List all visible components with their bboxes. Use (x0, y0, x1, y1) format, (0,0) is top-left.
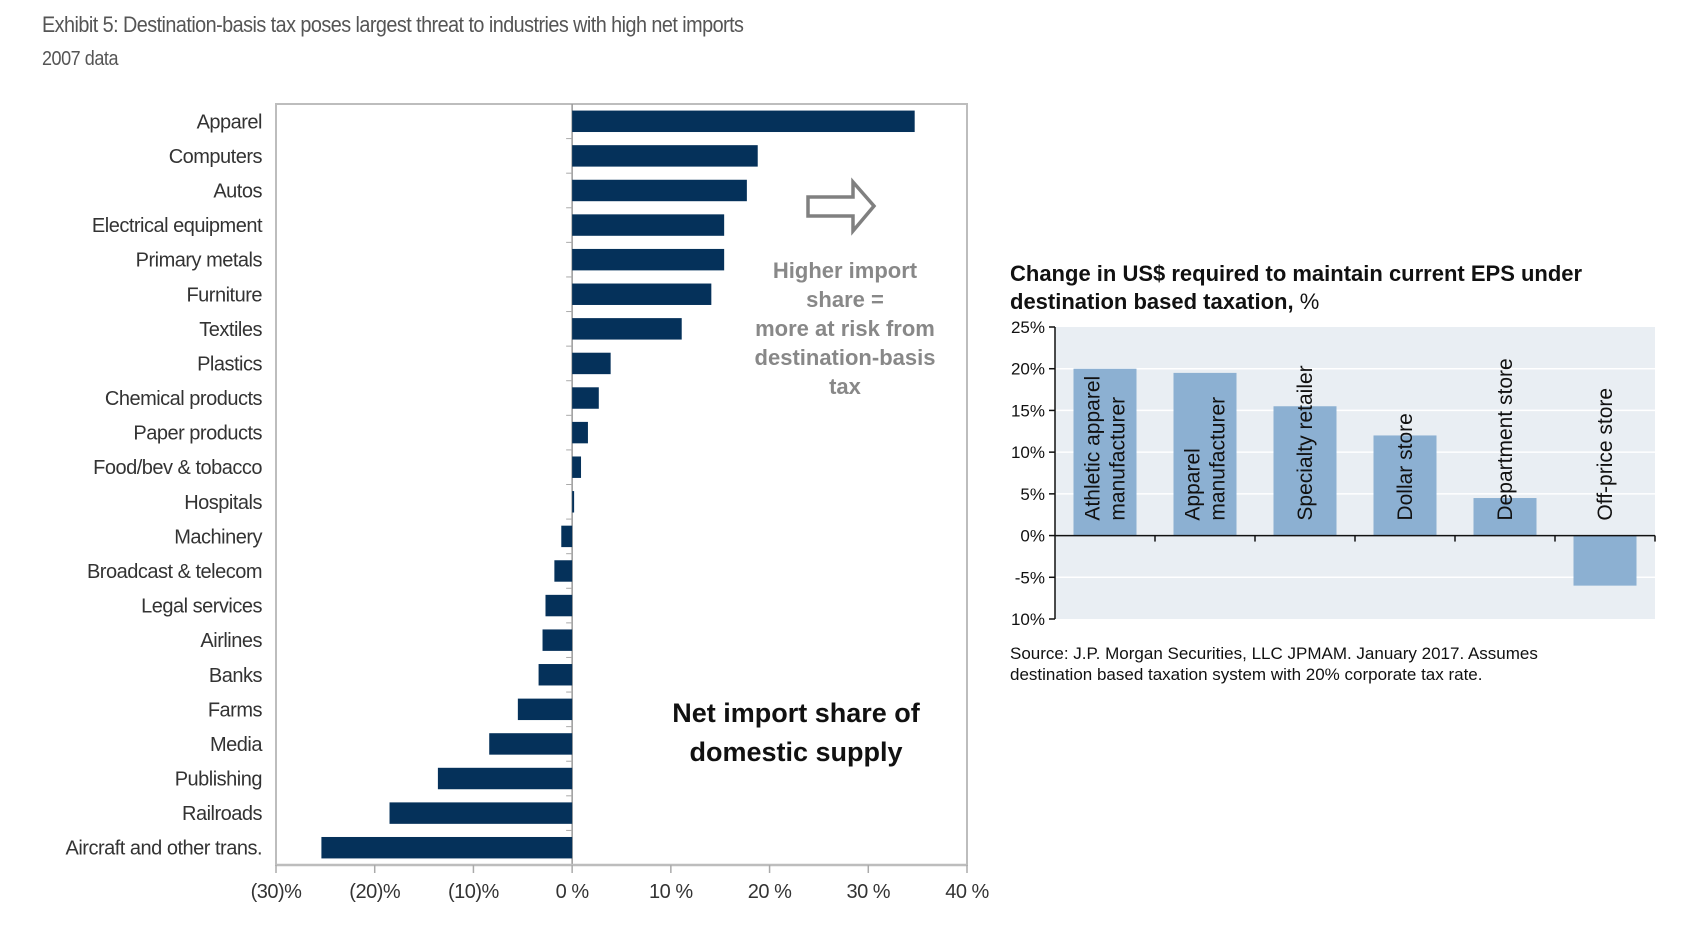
y-tick-label: 25% (1011, 318, 1045, 337)
bar (572, 491, 575, 513)
bar (572, 248, 725, 271)
bar (572, 421, 588, 444)
risk-note-line: Higher import (773, 258, 918, 283)
risk-note-line: more at risk from (755, 316, 935, 341)
bar (1273, 406, 1337, 536)
bar (572, 318, 682, 340)
category-label: Legal services (141, 596, 262, 618)
bar (489, 733, 573, 755)
x-tick-label: 30 % (846, 881, 890, 903)
y-tick-label: 20% (1011, 360, 1045, 379)
bar (542, 629, 573, 651)
category-label: Paper products (133, 423, 262, 445)
category-label: Electrical equipment (92, 215, 263, 237)
bar (1073, 368, 1137, 536)
category-label: Textiles (199, 319, 262, 341)
y-tick-label: -5% (1015, 568, 1045, 587)
x-tick-label: 20 % (748, 881, 792, 903)
plot-background (1055, 327, 1655, 619)
category-label: Banks (209, 665, 263, 687)
series-label-line: domestic supply (689, 737, 902, 767)
bar-category-label: manufacturer (1107, 397, 1130, 521)
category-label: Primary metals (136, 250, 263, 272)
right-arrow-icon (806, 177, 877, 236)
category-label: Publishing (175, 769, 262, 791)
source-line-1: Source: J.P. Morgan Securities, LLC JPMA… (1010, 644, 1538, 663)
series-label-line: Net import share of (672, 698, 921, 728)
bar (389, 802, 573, 824)
category-label: Plastics (197, 353, 262, 375)
category-label: Computers (169, 146, 263, 168)
bar-category-label: Specialty retailer (1294, 365, 1317, 520)
source-line-2: destination based taxation system with 2… (1010, 665, 1483, 684)
bar (1173, 372, 1237, 536)
x-tick-label: 0 % (556, 881, 590, 903)
y-tick-label: 10% (1011, 610, 1045, 629)
bar (554, 560, 573, 582)
bar-category-label: Department store (1494, 358, 1517, 520)
x-tick-label: (20)% (349, 881, 401, 903)
y-tick-label: 5% (1020, 485, 1045, 504)
bar (572, 214, 725, 236)
exhibit-title: Exhibit 5: Destination-basis tax poses l… (42, 12, 744, 37)
category-label: Apparel (197, 111, 262, 133)
bar (572, 110, 915, 133)
eps-chart-title-unit: % (1299, 289, 1320, 314)
y-tick-label: 15% (1011, 401, 1045, 420)
y-tick-label: 10% (1011, 443, 1045, 462)
source-note: Source: J.P. Morgan Securities, LLC JPMA… (1010, 643, 1538, 685)
bar (572, 352, 611, 375)
x-tick-label: (10)% (448, 881, 500, 903)
category-label: Farms (208, 699, 263, 721)
category-label: Machinery (174, 526, 262, 548)
category-label: Chemical products (105, 388, 263, 410)
category-label: Aircraft and other trans. (66, 838, 262, 860)
bar (572, 283, 712, 305)
bar (321, 836, 573, 859)
category-label: Hospitals (184, 492, 262, 514)
x-tick-label: 40 % (945, 881, 989, 903)
eps-chart-title: Change in US$ required to maintain curre… (1010, 260, 1684, 316)
category-label: Autos (213, 180, 262, 202)
category-label: Broadcast & telecom (87, 561, 262, 583)
risk-note-line: share = (806, 287, 884, 312)
bar-category-label: manufacturer (1207, 397, 1230, 521)
bar (561, 525, 573, 548)
bar (1373, 435, 1437, 536)
bar (1573, 535, 1637, 586)
bar (572, 145, 758, 167)
bar (572, 456, 582, 478)
category-label: Furniture (186, 284, 262, 306)
bar-category-label: Dollar store (1394, 413, 1417, 520)
net-import-share-chart: Apparel Computers Autos Electrical equipmen… (66, 103, 990, 903)
bar-category-label: Apparel (1182, 448, 1205, 520)
x-tick-label: (30)% (251, 881, 303, 903)
bar (538, 664, 573, 686)
bar (545, 594, 573, 617)
category-label: Media (210, 734, 263, 756)
bar (1473, 498, 1537, 536)
category-label: Food/bev & tobacco (93, 457, 262, 479)
bar (572, 179, 747, 202)
category-label: Railroads (182, 803, 262, 825)
risk-note-line: destination-basis (755, 345, 936, 370)
risk-note-line: tax (829, 374, 862, 399)
eps-chart-title-text: Change in US$ required to maintain curre… (1010, 261, 1583, 314)
bar (437, 767, 573, 790)
y-tick-label: 0% (1020, 527, 1045, 546)
bar-category-label: Off-price store (1594, 388, 1617, 521)
x-tick-label: 10 % (649, 881, 693, 903)
category-label: Airlines (200, 630, 262, 652)
bar (572, 387, 599, 409)
bar (517, 698, 573, 721)
bar-category-label: Athletic apparel (1082, 376, 1105, 521)
exhibit-subtitle: 2007 data (42, 48, 119, 70)
